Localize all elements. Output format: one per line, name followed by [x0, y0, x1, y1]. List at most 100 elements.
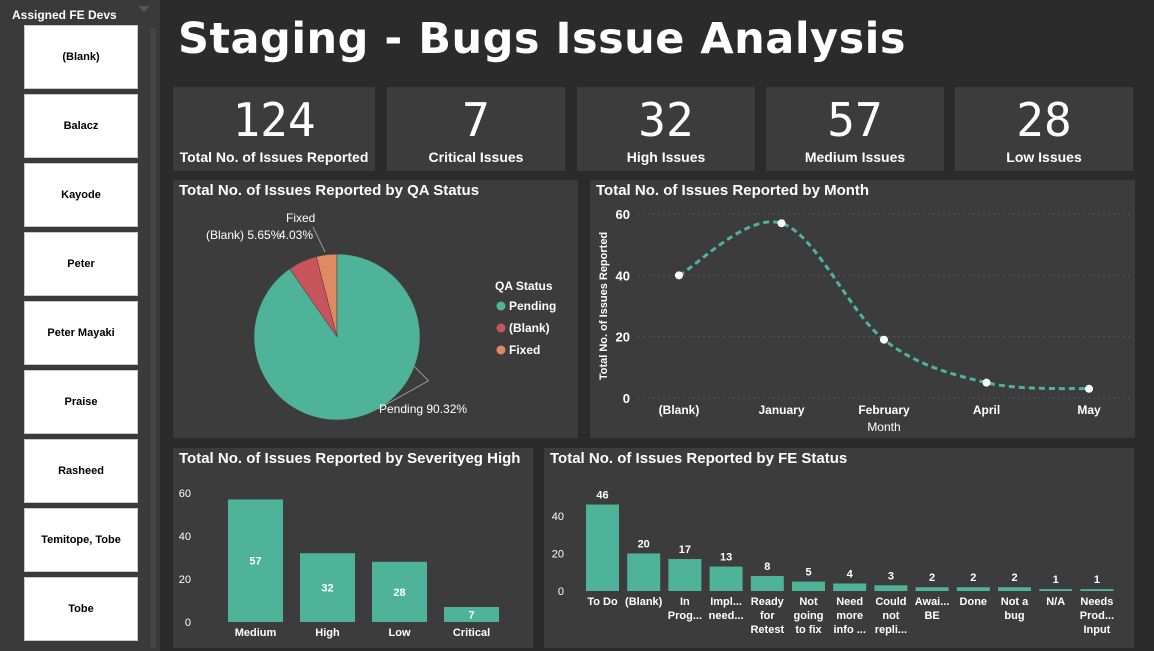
slicer-scrollbar[interactable]: [150, 28, 156, 648]
bar: [1080, 589, 1114, 591]
chart-title: Total No. of Issues Reported by FE Statu…: [550, 450, 848, 467]
month-line-panel[interactable]: Total No. of Issues Reported by Month 0 2…: [590, 180, 1135, 438]
x-tick-label: Prod...: [1080, 610, 1114, 622]
slicer-item[interactable]: (Blank): [24, 25, 138, 89]
pie-leader-line: [312, 226, 326, 253]
bar: [627, 553, 661, 591]
bar-data-label: 4: [847, 568, 854, 580]
x-tick-label: Prog...: [668, 610, 702, 622]
x-tick-label: Need: [836, 596, 863, 608]
x-tick-label: to fix: [795, 624, 822, 636]
y-tick-label: 0: [558, 586, 564, 598]
kpi-label: Total No. of Issues Reported: [179, 149, 369, 165]
slicer-item[interactable]: Tobe: [24, 577, 138, 641]
legend-title: QA Status: [495, 279, 553, 293]
bar: [998, 587, 1031, 591]
slicer-item[interactable]: Kayode: [24, 163, 138, 227]
line-chart: 0 20 40 60 (Blank) January February April May Mon…: [598, 207, 1130, 434]
x-tick-label: repli...: [875, 624, 907, 636]
bar: [586, 504, 619, 591]
pie-chart: Pending 90.32% (Blank) 5.65% Fixed 4.03% QA …: [206, 211, 556, 421]
kpi-card-total[interactable]: 124 Total No. of Issues Reported: [173, 87, 375, 171]
bar: [668, 559, 702, 591]
legend-marker: [496, 323, 506, 333]
legend-marker: [496, 345, 506, 355]
y-tick-label: 40: [179, 531, 191, 543]
slicer-item[interactable]: Temitope, Tobe: [24, 508, 138, 572]
slicer-item[interactable]: Balacz: [24, 94, 138, 158]
line-point: [777, 219, 786, 228]
kpi-value: 28: [1016, 93, 1072, 147]
kpi-label: Low Issues: [1006, 149, 1082, 165]
bar-data-label: 7: [468, 609, 474, 621]
chevron-down-icon[interactable]: [138, 6, 150, 12]
severity-bar-panel[interactable]: Total No. of Issues Reported by Severity…: [173, 448, 533, 648]
kpi-value: 7: [462, 93, 490, 147]
x-tick-label: Critical: [453, 627, 490, 639]
slicer-item[interactable]: Peter Mayaki: [24, 301, 138, 365]
bar: [300, 553, 355, 622]
kpi-label: Medium Issues: [804, 149, 906, 165]
x-tick-label: To Do: [587, 596, 618, 608]
x-tick-label: May: [1077, 403, 1101, 417]
x-tick-label: Could: [875, 596, 906, 608]
pie-data-label: 4.03%: [279, 228, 313, 242]
bar: [372, 561, 427, 622]
x-tick-label: need...: [709, 610, 744, 622]
fe-status-bar-panel[interactable]: Total No. of Issues Reported by FE Statu…: [544, 448, 1134, 648]
slicer-panel: Assigned FE Devs (Blank) Balacz Kayode P…: [0, 0, 160, 651]
bar: [1039, 589, 1073, 591]
kpi-card-high[interactable]: 32 High Issues: [577, 87, 755, 171]
y-tick-label: 60: [179, 488, 191, 500]
x-tick-label: (Blank): [659, 403, 700, 417]
legend-marker: [496, 301, 506, 311]
slicer-item[interactable]: Praise: [24, 370, 138, 434]
x-tick-label: Needs: [1080, 596, 1113, 608]
pie-leader-line: [377, 366, 430, 410]
x-tick-label: going: [794, 610, 824, 622]
bar: [833, 583, 867, 591]
bar-data-label: 17: [679, 544, 691, 556]
x-axis-label: Month: [867, 420, 900, 434]
y-tick-label: 60: [616, 207, 630, 222]
kpi-card-low[interactable]: 28 Low Issues: [955, 87, 1133, 171]
legend-label: Pending: [509, 299, 556, 313]
chart-title: Total No. of Issues Reported by Month: [596, 182, 870, 199]
chart-title: Total No. of Issues Reported by QA Statu…: [179, 182, 480, 199]
bar-data-label: 8: [764, 561, 770, 573]
x-tick-label: April: [973, 403, 1000, 417]
kpi-value: 124: [232, 93, 316, 147]
bar-data-label: 2: [929, 572, 935, 584]
x-tick-label: Medium: [235, 627, 277, 639]
x-tick-label: Awai...: [915, 596, 950, 608]
legend-label: (Blank): [509, 321, 550, 335]
kpi-card-critical[interactable]: 7 Critical Issues: [387, 87, 565, 171]
y-tick-label: 20: [179, 574, 191, 586]
kpi-card-medium[interactable]: 57 Medium Issues: [766, 87, 944, 171]
line-point: [675, 271, 683, 280]
x-tick-label: Retest: [750, 624, 784, 636]
qa-status-pie-panel[interactable]: Total No. of Issues Reported by QA Statu…: [173, 180, 578, 438]
bar-data-label: 57: [249, 556, 261, 568]
slicer-item[interactable]: Peter: [24, 232, 138, 296]
line-series: [678, 220, 1090, 391]
legend-label: Fixed: [509, 343, 540, 357]
slicer-item[interactable]: Rasheed: [24, 439, 138, 503]
bar-data-label: 20: [638, 538, 650, 550]
bar: [228, 499, 283, 622]
y-tick-label: 20: [552, 548, 564, 560]
x-tick-label: Not: [799, 596, 818, 608]
y-tick-label: 0: [623, 391, 630, 406]
bar-data-label: 32: [321, 583, 333, 595]
y-tick-label: 0: [185, 617, 191, 629]
bar: [709, 566, 743, 591]
x-tick-label: more: [836, 610, 863, 622]
bar-data-label: 5: [805, 567, 811, 579]
bar-data-label: 1: [1053, 574, 1059, 586]
x-tick-label: for: [760, 610, 775, 622]
x-tick-label: February: [858, 403, 910, 417]
line-point: [982, 378, 991, 387]
bar-data-label: 3: [888, 570, 894, 582]
x-tick-label: Impl...: [710, 596, 742, 608]
bar: [915, 587, 949, 591]
